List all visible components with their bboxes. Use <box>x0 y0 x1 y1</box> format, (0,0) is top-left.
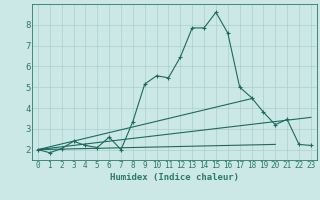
X-axis label: Humidex (Indice chaleur): Humidex (Indice chaleur) <box>110 173 239 182</box>
